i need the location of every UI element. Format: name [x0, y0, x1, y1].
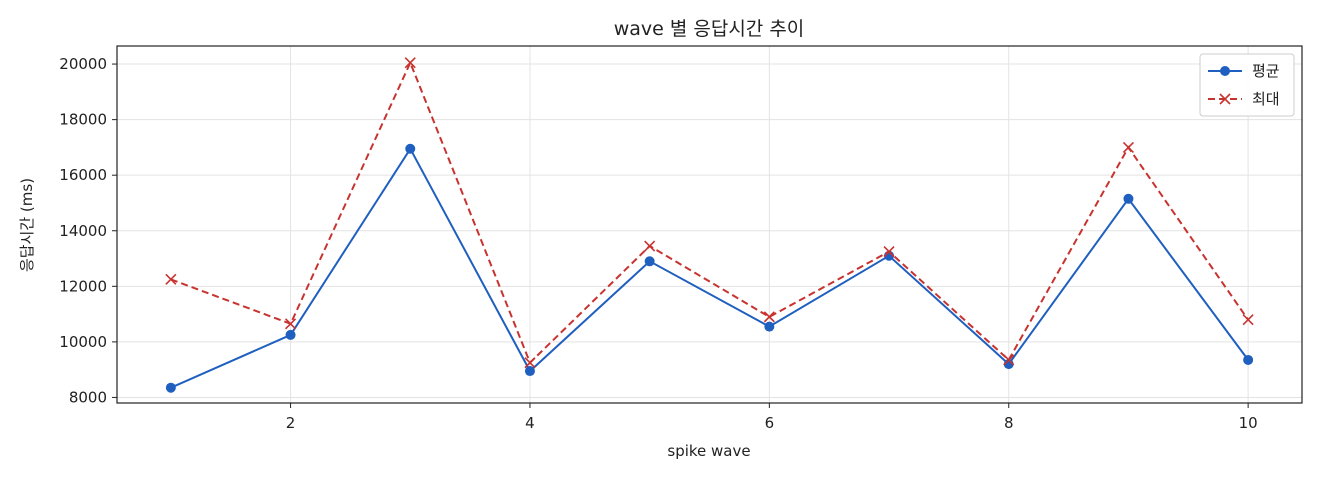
data-point-x [524, 357, 536, 369]
data-point-x [883, 246, 895, 258]
data-point-circle [644, 256, 655, 267]
data-point-x [763, 311, 775, 323]
data-point-x [644, 240, 656, 252]
x-tick-label: 6 [765, 414, 775, 432]
chart-title: wave 별 응답시간 추이 [614, 18, 805, 40]
data-point-x [165, 273, 177, 285]
x-marker-stroke [1242, 314, 1254, 326]
x-tick-label: 10 [1239, 414, 1258, 432]
x-tick-label: 2 [286, 414, 296, 432]
x-marker-stroke [524, 357, 536, 369]
data-point-x [404, 57, 416, 69]
y-tick-label: 16000 [59, 166, 107, 184]
y-tick-label: 8000 [69, 388, 107, 406]
x-marker-stroke [165, 273, 177, 285]
y-tick-label: 18000 [59, 111, 107, 129]
x-marker-stroke [284, 318, 297, 330]
data-point-circle [1123, 193, 1134, 204]
data-point-x [1242, 314, 1254, 326]
x-marker-stroke [883, 246, 895, 258]
y-tick-label: 12000 [59, 277, 107, 295]
series-line-1 [170, 146, 1249, 389]
y-axis-label: 응답시간 (ms) [18, 178, 36, 272]
plot-frame [116, 45, 1303, 404]
data-point-circle [405, 143, 416, 154]
data-point-x [1003, 354, 1015, 366]
data-point-circle [1243, 354, 1254, 365]
data-point-x [284, 318, 297, 330]
x-marker-stroke [644, 240, 656, 252]
legend-box [1199, 53, 1295, 117]
x-marker-stroke [1122, 141, 1135, 153]
y-tick-label: 14000 [59, 222, 107, 240]
series-line-2 [170, 60, 1249, 365]
x-marker-stroke [763, 311, 775, 323]
data-point-circle [165, 382, 176, 393]
legend-marker-circle [1220, 66, 1230, 76]
data-point-circle [285, 329, 296, 340]
legend-label: 최대 [1252, 90, 1280, 108]
data-point-x [1122, 141, 1135, 153]
x-marker-stroke [1003, 354, 1015, 366]
data-point-circle [764, 321, 775, 332]
x-tick-label: 8 [1004, 414, 1014, 432]
y-tick-label: 10000 [59, 333, 107, 351]
legend-marker-x [1219, 93, 1231, 105]
data-point-circle [524, 366, 535, 377]
x-marker-stroke [404, 57, 416, 69]
legend-label: 평균 [1252, 62, 1280, 80]
x-tick-label: 4 [525, 414, 535, 432]
x-axis-label: spike wave [667, 442, 750, 460]
y-tick-label: 20000 [59, 55, 107, 73]
